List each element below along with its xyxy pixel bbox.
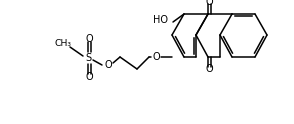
- Text: O: O: [152, 52, 160, 62]
- Text: O: O: [205, 64, 213, 74]
- Text: S: S: [85, 53, 91, 63]
- Text: O: O: [205, 0, 213, 7]
- Text: HO: HO: [153, 15, 168, 25]
- Text: O: O: [85, 72, 93, 82]
- Text: O: O: [85, 34, 93, 44]
- Text: CH₃: CH₃: [54, 40, 71, 48]
- Text: O: O: [104, 60, 112, 70]
